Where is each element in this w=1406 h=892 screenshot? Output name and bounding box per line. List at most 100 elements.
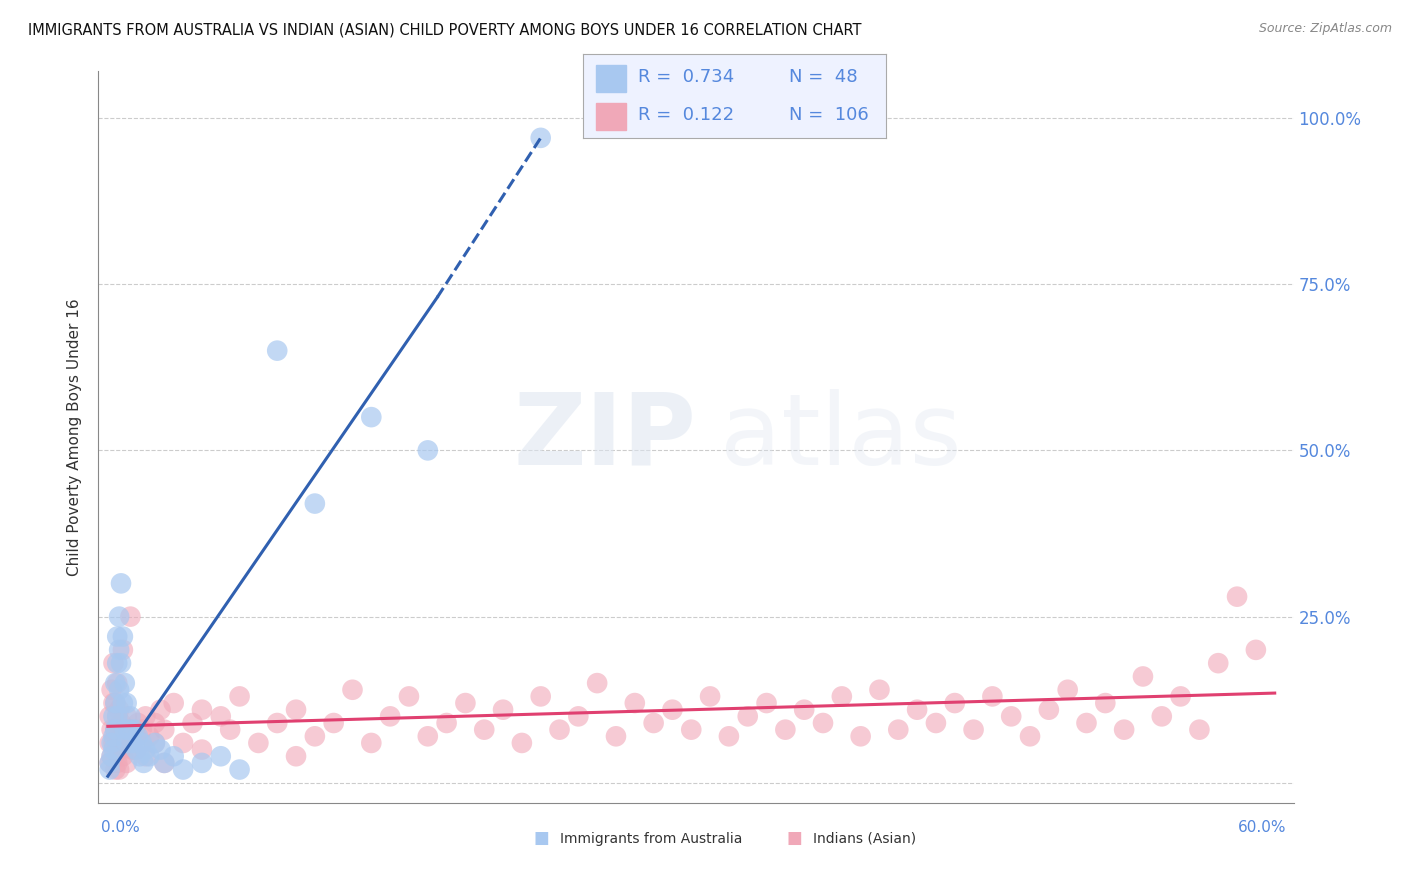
Point [1076, 716, 1098, 731]
Point [191, 756, 214, 770]
Point [1150, 709, 1173, 723]
Point [378, 709, 401, 723]
Point [398, 690, 420, 704]
Point [120, 723, 142, 737]
Point [219, 723, 242, 737]
Text: Source: ZipAtlas.com: Source: ZipAtlas.com [1258, 22, 1392, 36]
Point [125, 742, 148, 756]
Point [1226, 590, 1249, 604]
Point [717, 729, 740, 743]
Point [117, 723, 139, 737]
Point [699, 690, 721, 704]
Point [138, 749, 160, 764]
Point [100, 723, 122, 737]
Point [1206, 656, 1229, 670]
Point [131, 736, 153, 750]
Point [103, 736, 125, 750]
Text: Indians (Asian): Indians (Asian) [813, 832, 915, 846]
Point [153, 723, 176, 737]
Text: R =  0.122: R = 0.122 [638, 106, 734, 124]
Point [143, 736, 166, 750]
Point [905, 703, 928, 717]
Point [98, 756, 121, 770]
Point [128, 749, 150, 764]
Point [586, 676, 609, 690]
Point [472, 723, 495, 737]
Point [172, 763, 194, 777]
Point [775, 723, 797, 737]
Text: R =  0.734: R = 0.734 [638, 69, 734, 87]
Point [492, 703, 515, 717]
Point [143, 736, 166, 750]
Point [1188, 723, 1211, 737]
Point [134, 749, 156, 764]
Point [623, 696, 645, 710]
Point [1244, 643, 1267, 657]
Point [104, 723, 127, 737]
Point [138, 729, 160, 743]
Point [122, 723, 145, 737]
Text: IMMIGRANTS FROM AUSTRALIA VS INDIAN (ASIAN) CHILD POVERTY AMONG BOYS UNDER 16 CO: IMMIGRANTS FROM AUSTRALIA VS INDIAN (ASI… [28, 22, 862, 37]
Point [103, 742, 125, 756]
Point [530, 690, 553, 704]
Point [661, 703, 683, 717]
Point [1114, 723, 1136, 737]
Point [115, 696, 138, 710]
Point [111, 749, 134, 764]
Point [360, 410, 382, 425]
Point [530, 131, 553, 145]
Point [849, 729, 872, 743]
Point [266, 716, 288, 731]
Point [108, 703, 131, 717]
Point [737, 709, 759, 723]
Point [163, 749, 186, 764]
Point [108, 763, 131, 777]
Point [793, 703, 815, 717]
Point [105, 709, 128, 723]
Point [887, 723, 910, 737]
Point [114, 729, 136, 743]
Point [100, 682, 122, 697]
Point [681, 723, 703, 737]
Point [111, 630, 134, 644]
Point [120, 609, 142, 624]
Point [110, 656, 132, 670]
Bar [596, 103, 626, 130]
Point [510, 736, 533, 750]
Point [100, 736, 122, 750]
Point [134, 709, 156, 723]
Text: N =  48: N = 48 [789, 69, 858, 87]
Point [100, 749, 122, 764]
Point [105, 709, 128, 723]
Point [100, 749, 122, 764]
Point [925, 716, 948, 731]
Point [114, 723, 136, 737]
Point [103, 696, 125, 710]
Point [98, 756, 121, 770]
Point [981, 690, 1004, 704]
Point [117, 736, 139, 750]
Point [104, 676, 127, 690]
Point [104, 696, 127, 710]
Point [163, 696, 186, 710]
Point [108, 609, 131, 624]
Point [105, 630, 128, 644]
Point [105, 676, 128, 690]
Point [1132, 669, 1154, 683]
Point [132, 756, 155, 770]
Point [103, 656, 125, 670]
Point [228, 690, 250, 704]
Point [115, 736, 138, 750]
Point [120, 709, 142, 723]
Point [98, 763, 121, 777]
Point [103, 709, 125, 723]
Point [115, 756, 138, 770]
Point [605, 729, 627, 743]
Point [1038, 703, 1060, 717]
Point [108, 729, 131, 743]
Point [115, 709, 138, 723]
Point [121, 736, 143, 750]
Point [811, 716, 834, 731]
Point [181, 716, 204, 731]
Point [104, 696, 127, 710]
